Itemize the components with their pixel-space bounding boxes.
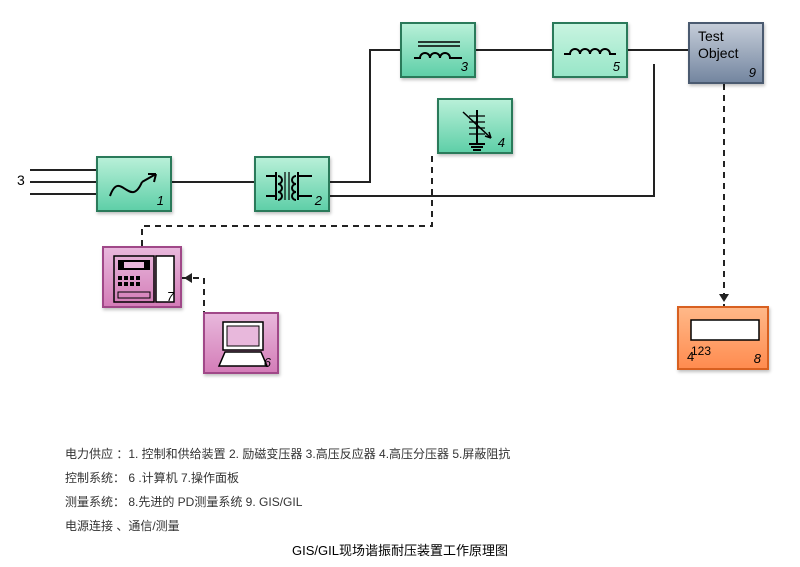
block-n4: 4 xyxy=(437,98,513,154)
legend-line-4: 电源连接 、通信/测量 xyxy=(65,514,745,538)
diagram-title: GIS/GIL现场谐振耐压装置工作原理图 xyxy=(0,540,800,559)
block-number: 7 xyxy=(167,289,174,304)
block-number: 8 xyxy=(754,351,761,366)
block-number: 4 xyxy=(498,135,505,150)
legend-line-2: 控制系统： 6 .计算机 7.操作面板 xyxy=(65,466,745,490)
block-n6: 6 xyxy=(203,312,279,374)
block-n8: 81234 xyxy=(677,306,769,370)
block-n1: 1 xyxy=(96,156,172,212)
block-number: 5 xyxy=(613,59,620,74)
input-3phase-label: 3 xyxy=(17,172,25,188)
block-n9: TestObject 9 xyxy=(688,22,764,84)
legend-line-3: 测量系统： 8.先进的 PD测量系统 9. GIS/GIL xyxy=(65,490,745,514)
block-number: 9 xyxy=(749,65,756,80)
block-number: 3 xyxy=(461,59,468,74)
block-label: TestObject xyxy=(698,28,738,62)
block-number: 1 xyxy=(157,193,164,208)
diagram-canvas: 1 2 3 4 5 TestObject 9 7 6 81234 3 电力供应 ：1. 控制和供给… xyxy=(0,0,800,567)
legend-block: 电力供应 ：1. 控制和供给装置 2. 励磁变压器 3.高压反应器 4.高压分压… xyxy=(65,442,745,538)
block-n2: 2 xyxy=(254,156,330,212)
legend-line-1: 电力供应 ：1. 控制和供给装置 2. 励磁变压器 3.高压反应器 4.高压分压… xyxy=(65,442,745,466)
block-n5: 5 xyxy=(552,22,628,78)
block-number: 2 xyxy=(315,193,322,208)
block-n3: 3 xyxy=(400,22,476,78)
block-n7: 7 xyxy=(102,246,182,308)
block-number: 6 xyxy=(264,355,271,370)
